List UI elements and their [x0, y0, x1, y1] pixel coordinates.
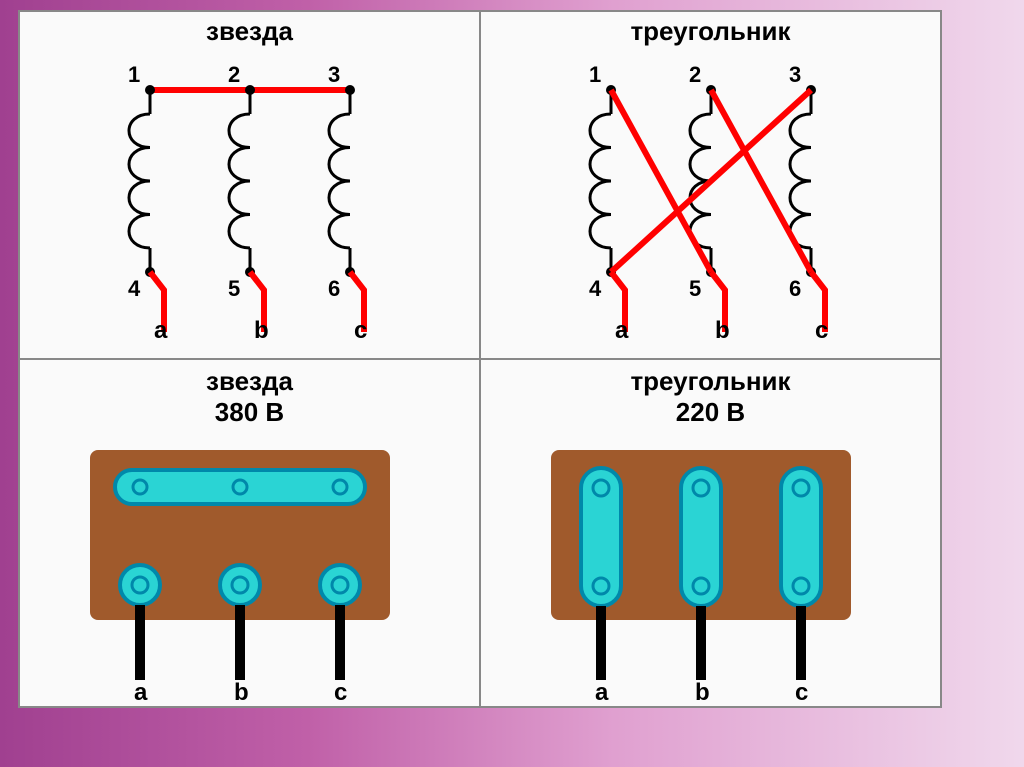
svg-text:4: 4 — [589, 276, 602, 301]
svg-text:b: b — [695, 679, 710, 706]
star-short-bar — [115, 470, 365, 504]
svg-text:1: 1 — [128, 62, 140, 87]
svg-text:a: a — [595, 679, 609, 706]
star-schematic-cell: звезда 123 456 abc — [20, 12, 481, 358]
svg-text:a: a — [615, 317, 629, 344]
delta-terminal-svg: a b c — [481, 360, 939, 706]
svg-text:3: 3 — [789, 62, 801, 87]
svg-text:2: 2 — [228, 62, 240, 87]
svg-text:6: 6 — [328, 276, 340, 301]
bottom-row: звезда 380 В abc треугольник — [20, 360, 940, 706]
top-row: звезда 123 456 abc треугольник — [20, 12, 940, 360]
svg-text:b: b — [234, 679, 249, 706]
star-terminal-phase-labels: a b c — [134, 679, 347, 706]
star-phase-labels: a b c — [154, 317, 367, 344]
svg-text:6: 6 — [789, 276, 801, 301]
svg-text:c: c — [334, 679, 347, 706]
svg-text:2: 2 — [689, 62, 701, 87]
svg-text:c: c — [815, 317, 828, 344]
svg-text:c: c — [795, 679, 808, 706]
star-top-labels: 1 2 3 — [128, 62, 340, 87]
delta-top-labels: 1 2 3 — [589, 62, 801, 87]
delta-terminal-phase-labels: a b c — [595, 679, 808, 706]
star-terminal-cell: звезда 380 В abc — [20, 360, 481, 706]
star-terminal-svg: a b c — [20, 360, 478, 706]
svg-text:5: 5 — [228, 276, 240, 301]
delta-vertical-bars — [581, 468, 821, 606]
star-coils — [129, 85, 355, 277]
svg-text:1: 1 — [589, 62, 601, 87]
svg-text:a: a — [134, 679, 148, 706]
star-lower-terminals — [120, 565, 360, 605]
svg-text:a: a — [154, 317, 168, 344]
svg-text:c: c — [354, 317, 367, 344]
svg-text:b: b — [715, 317, 730, 344]
svg-text:b: b — [254, 317, 269, 344]
delta-schematic-svg: 1 2 3 4 5 6 a b c — [481, 12, 939, 358]
delta-phase-labels: a b c — [615, 317, 828, 344]
delta-schematic-cell: треугольник 123 456 abc — [481, 12, 940, 358]
star-schematic-svg: 1 2 3 4 5 6 a b c — [20, 12, 478, 358]
diagram-panel: звезда 123 456 abc треугольник — [18, 10, 942, 708]
delta-cross-wires — [611, 90, 811, 272]
delta-terminal-cell: треугольник 220 В abc — [481, 360, 940, 706]
svg-text:5: 5 — [689, 276, 701, 301]
svg-text:3: 3 — [328, 62, 340, 87]
svg-text:4: 4 — [128, 276, 141, 301]
